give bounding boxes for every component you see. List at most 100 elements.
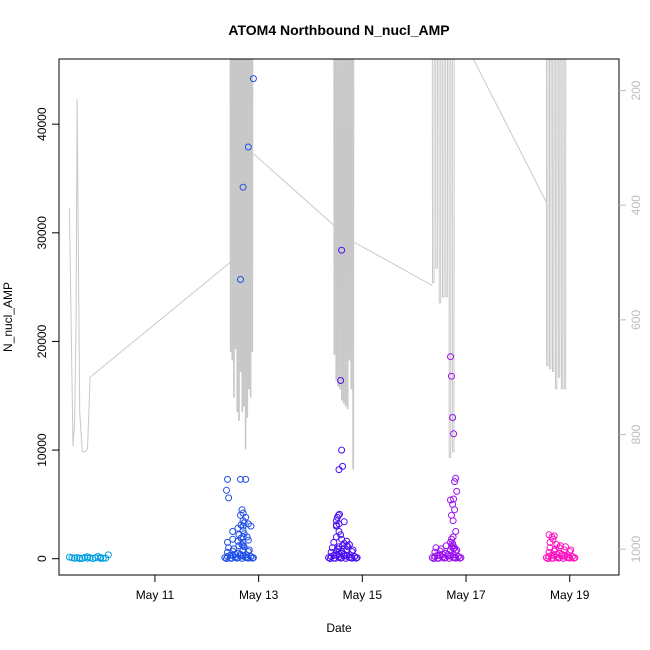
data-point bbox=[237, 534, 245, 542]
data-point bbox=[249, 75, 257, 83]
data-point bbox=[335, 528, 343, 535]
data-point bbox=[342, 554, 350, 562]
data-point bbox=[247, 522, 255, 530]
data-point bbox=[248, 554, 256, 562]
depth-line-segment-7 bbox=[472, 59, 547, 203]
data-point bbox=[440, 554, 448, 562]
right-y-tick-label: 1000 bbox=[629, 536, 643, 563]
data-point bbox=[450, 495, 458, 503]
data-point bbox=[239, 538, 247, 546]
data-point bbox=[568, 553, 576, 560]
data-point bbox=[228, 554, 236, 562]
x-axis: May 11 May 13 May 15 May 17 May 19 bbox=[136, 575, 590, 602]
data-point bbox=[432, 544, 440, 552]
data-point bbox=[76, 555, 84, 563]
data-point bbox=[71, 554, 79, 562]
data-point bbox=[449, 540, 457, 547]
depth-line-segment-1 bbox=[89, 262, 231, 378]
data-point bbox=[555, 544, 563, 552]
data-point bbox=[225, 494, 233, 502]
data-point bbox=[339, 462, 347, 470]
data-point bbox=[242, 475, 250, 483]
y-tick-label: 10000 bbox=[35, 433, 49, 467]
data-point bbox=[451, 544, 459, 552]
data-point bbox=[351, 553, 359, 560]
data-point bbox=[544, 555, 552, 562]
data-point bbox=[237, 475, 244, 483]
right-y-tick-label: 200 bbox=[629, 80, 643, 100]
data-point bbox=[239, 542, 247, 550]
data-point bbox=[332, 521, 340, 529]
data-point bbox=[448, 535, 455, 543]
data-point bbox=[448, 511, 455, 519]
data-point bbox=[352, 554, 360, 562]
data-point bbox=[239, 509, 247, 517]
data-point bbox=[448, 372, 455, 380]
data-point bbox=[335, 511, 342, 519]
data-point bbox=[451, 478, 459, 486]
y-tick-label: 0 bbox=[35, 555, 49, 562]
x-tick-label: May 19 bbox=[550, 588, 590, 602]
x-tick-label: May 15 bbox=[343, 588, 383, 602]
chart-title: ATOM4 Northbound N_nucl_AMP bbox=[228, 22, 449, 38]
data-point bbox=[453, 546, 461, 554]
data-point bbox=[340, 518, 348, 526]
x-tick-label: May 13 bbox=[239, 588, 279, 602]
data-point bbox=[347, 554, 355, 562]
data-point bbox=[337, 554, 345, 562]
data-point bbox=[247, 553, 255, 560]
data-point bbox=[237, 276, 244, 283]
x-tick-label: May 17 bbox=[446, 588, 486, 602]
data-point bbox=[223, 555, 230, 562]
data-point bbox=[452, 528, 460, 535]
data-point bbox=[435, 554, 443, 562]
y-axis: 0 10000 20000 30000 40000 bbox=[35, 107, 59, 562]
right-y-tick-label: 800 bbox=[629, 424, 643, 444]
data-point bbox=[452, 474, 460, 482]
data-point bbox=[454, 553, 462, 560]
data-point bbox=[437, 545, 445, 553]
data-point bbox=[447, 353, 454, 361]
data-point bbox=[338, 446, 346, 454]
data-point bbox=[239, 183, 247, 191]
data-point bbox=[238, 554, 246, 562]
data-point bbox=[451, 554, 459, 562]
depth-line-segment-6 bbox=[431, 59, 455, 458]
data-point bbox=[240, 543, 248, 551]
data-point bbox=[235, 542, 243, 550]
data-point bbox=[99, 554, 107, 562]
data-point bbox=[554, 554, 562, 562]
data-point bbox=[68, 554, 76, 562]
data-point bbox=[336, 510, 343, 518]
right-y-axis: 200 400 600 800 1000 bbox=[619, 80, 643, 563]
data-point bbox=[326, 555, 334, 562]
data-point bbox=[338, 547, 346, 555]
data-point bbox=[551, 545, 559, 553]
data-point bbox=[244, 143, 252, 151]
data-point bbox=[453, 487, 461, 495]
data-point bbox=[223, 486, 230, 494]
data-point bbox=[442, 542, 450, 550]
data-point bbox=[343, 542, 351, 550]
y-tick-label: 30000 bbox=[35, 216, 49, 250]
data-point bbox=[224, 475, 231, 483]
depth-line-segment-8 bbox=[545, 59, 567, 390]
data-point bbox=[570, 554, 578, 562]
data-point bbox=[230, 545, 238, 553]
data-point bbox=[449, 414, 457, 421]
data-point bbox=[349, 546, 357, 554]
data-point bbox=[456, 554, 464, 562]
data-point bbox=[331, 554, 339, 562]
right-y-tick-label: 600 bbox=[629, 310, 643, 330]
data-point bbox=[448, 543, 455, 551]
data-point bbox=[450, 430, 458, 438]
y-tick-label: 20000 bbox=[35, 324, 49, 358]
y-axis-label: N_nucl_AMP bbox=[1, 282, 15, 352]
data-point bbox=[560, 554, 567, 562]
y-tick-label: 40000 bbox=[35, 107, 49, 141]
data-point bbox=[550, 532, 558, 540]
depth-line-segment-5 bbox=[354, 242, 433, 286]
data-point bbox=[224, 538, 231, 546]
data-point bbox=[337, 377, 345, 384]
